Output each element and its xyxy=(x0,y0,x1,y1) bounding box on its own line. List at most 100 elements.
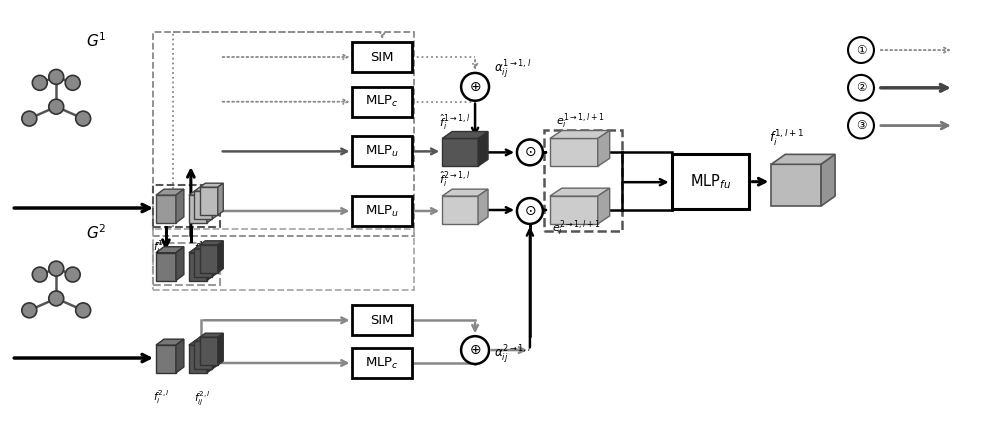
Text: ③: ③ xyxy=(856,119,866,132)
Text: $G^2$: $G^2$ xyxy=(86,223,107,242)
Polygon shape xyxy=(156,247,184,253)
Polygon shape xyxy=(194,245,218,249)
Text: SIM: SIM xyxy=(371,314,394,327)
Circle shape xyxy=(848,37,874,63)
Polygon shape xyxy=(176,247,184,280)
Text: $\hat{f}_i^{2\to1,l}$: $\hat{f}_i^{2\to1,l}$ xyxy=(439,170,471,189)
Polygon shape xyxy=(218,333,223,365)
Polygon shape xyxy=(200,245,218,272)
Circle shape xyxy=(49,69,64,84)
Polygon shape xyxy=(207,341,212,373)
Polygon shape xyxy=(156,339,184,345)
Polygon shape xyxy=(478,189,488,224)
Polygon shape xyxy=(189,249,212,253)
Circle shape xyxy=(848,113,874,139)
Polygon shape xyxy=(771,155,835,164)
Polygon shape xyxy=(200,337,218,365)
Text: $f_i^{1,l+1}$: $f_i^{1,l+1}$ xyxy=(769,128,805,149)
FancyBboxPatch shape xyxy=(352,136,412,166)
Text: ②: ② xyxy=(856,81,866,94)
Polygon shape xyxy=(218,183,223,215)
Polygon shape xyxy=(218,241,223,272)
Text: $\mathrm{MLP}_c$: $\mathrm{MLP}_c$ xyxy=(365,355,399,370)
Text: $e_i^{1\to1,l+1}$: $e_i^{1\to1,l+1}$ xyxy=(556,112,605,131)
Polygon shape xyxy=(212,245,218,277)
Polygon shape xyxy=(478,131,488,166)
Polygon shape xyxy=(442,131,488,139)
Circle shape xyxy=(76,111,91,126)
Polygon shape xyxy=(200,183,223,187)
Polygon shape xyxy=(189,191,212,195)
Text: $\alpha_{ij}^{1\to1,l}$: $\alpha_{ij}^{1\to1,l}$ xyxy=(494,58,531,80)
Polygon shape xyxy=(200,241,223,245)
FancyBboxPatch shape xyxy=(672,155,749,209)
Circle shape xyxy=(32,267,47,282)
Text: $e_i^{2\to1,l+1}$: $e_i^{2\to1,l+1}$ xyxy=(552,219,601,239)
Circle shape xyxy=(32,75,47,90)
FancyBboxPatch shape xyxy=(352,196,412,226)
Polygon shape xyxy=(771,164,821,206)
Text: $G^1$: $G^1$ xyxy=(86,32,107,50)
Polygon shape xyxy=(176,339,184,373)
Text: $\odot$: $\odot$ xyxy=(524,204,536,218)
Circle shape xyxy=(22,111,37,126)
Polygon shape xyxy=(212,337,218,369)
FancyBboxPatch shape xyxy=(352,87,412,117)
Circle shape xyxy=(76,303,91,318)
Polygon shape xyxy=(598,188,610,224)
Polygon shape xyxy=(189,195,207,223)
Circle shape xyxy=(65,267,80,282)
Polygon shape xyxy=(156,189,184,195)
Polygon shape xyxy=(189,253,207,280)
Polygon shape xyxy=(194,187,218,191)
FancyBboxPatch shape xyxy=(352,348,412,378)
Polygon shape xyxy=(156,195,176,223)
Polygon shape xyxy=(189,341,212,345)
Polygon shape xyxy=(442,196,478,224)
Circle shape xyxy=(22,303,37,318)
Polygon shape xyxy=(550,131,610,139)
Circle shape xyxy=(461,336,489,364)
Text: $f_{ij}^{1,l}$: $f_{ij}^{1,l}$ xyxy=(194,239,211,257)
Circle shape xyxy=(848,75,874,101)
Text: $\mathrm{MLP}_c$: $\mathrm{MLP}_c$ xyxy=(365,94,399,109)
Text: $\hat{f}_i^{1\to1,l}$: $\hat{f}_i^{1\to1,l}$ xyxy=(439,112,471,131)
Polygon shape xyxy=(598,131,610,166)
Polygon shape xyxy=(821,155,835,206)
Polygon shape xyxy=(200,333,223,337)
Circle shape xyxy=(65,75,80,90)
Polygon shape xyxy=(550,139,598,166)
Text: $f_i^{1,l}$: $f_i^{1,l}$ xyxy=(153,239,169,256)
Polygon shape xyxy=(176,189,184,223)
Polygon shape xyxy=(156,345,176,373)
FancyBboxPatch shape xyxy=(352,42,412,72)
Text: $\alpha_{ij}^{2\to1,l}$: $\alpha_{ij}^{2\to1,l}$ xyxy=(494,343,531,365)
Polygon shape xyxy=(194,191,212,219)
Text: $\oplus$: $\oplus$ xyxy=(469,80,481,94)
Polygon shape xyxy=(189,345,207,373)
Polygon shape xyxy=(200,187,218,215)
Polygon shape xyxy=(207,249,212,280)
Circle shape xyxy=(517,139,543,165)
Polygon shape xyxy=(442,189,488,196)
Polygon shape xyxy=(207,191,212,223)
Circle shape xyxy=(49,99,64,114)
Polygon shape xyxy=(156,253,176,280)
Text: $\mathrm{MLP}_u$: $\mathrm{MLP}_u$ xyxy=(365,144,400,159)
Text: SIM: SIM xyxy=(371,51,394,64)
Text: ①: ① xyxy=(856,43,866,56)
Text: $f_{ij}^{2,l}$: $f_{ij}^{2,l}$ xyxy=(194,389,211,407)
Text: $\mathrm{MLP}_{fu}$: $\mathrm{MLP}_{fu}$ xyxy=(690,172,731,191)
Polygon shape xyxy=(550,196,598,224)
Text: $\oplus$: $\oplus$ xyxy=(469,343,481,357)
Text: $f_i^{2,l}$: $f_i^{2,l}$ xyxy=(153,389,169,406)
Text: $\mathrm{MLP}_u$: $\mathrm{MLP}_u$ xyxy=(365,203,400,218)
Circle shape xyxy=(49,291,64,306)
Circle shape xyxy=(49,261,64,276)
Polygon shape xyxy=(194,337,218,341)
Polygon shape xyxy=(194,249,212,277)
Polygon shape xyxy=(442,139,478,166)
Circle shape xyxy=(461,73,489,101)
Circle shape xyxy=(517,198,543,224)
Polygon shape xyxy=(550,188,610,196)
